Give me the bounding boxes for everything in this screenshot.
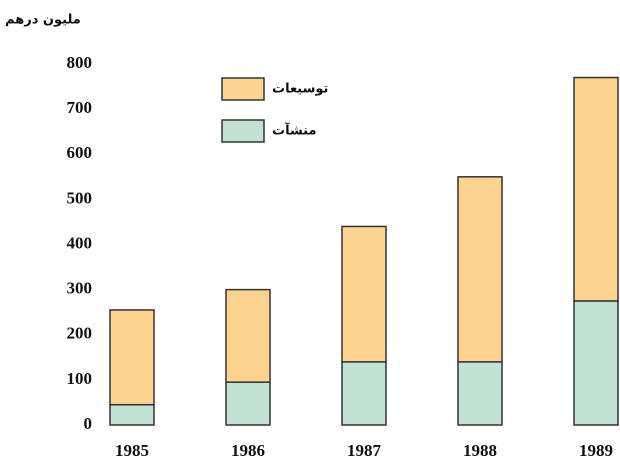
y-tick-label: 300 <box>67 279 93 298</box>
legend-label: منشآت <box>272 122 317 139</box>
bar-segment <box>341 361 387 426</box>
bar-segment <box>225 288 271 383</box>
x-tick-label: 1985 <box>115 441 149 460</box>
y-tick-label: 700 <box>67 98 93 117</box>
x-tick-label: 1987 <box>347 441 382 460</box>
bar-segment <box>573 300 619 426</box>
x-tick-label: 1989 <box>579 441 613 460</box>
bar-segment <box>457 361 503 426</box>
y-tick-label: 0 <box>84 414 93 433</box>
bar-segment <box>457 176 503 363</box>
x-tick-label: 1986 <box>231 441 265 460</box>
bar-segment <box>341 225 387 363</box>
y-tick-label: 200 <box>67 324 93 343</box>
y-tick-label: 500 <box>67 188 93 207</box>
bar-segment <box>225 381 271 426</box>
y-tick-label: 800 <box>67 53 93 72</box>
bar-segment <box>573 76 619 302</box>
legend-label: توسيعات <box>272 82 328 97</box>
y-tick-label: 400 <box>67 233 93 252</box>
y-tick-label: 100 <box>67 369 93 388</box>
y-tick-label: 600 <box>67 143 93 162</box>
legend-swatch <box>221 119 265 143</box>
bar-segment <box>109 403 155 426</box>
bar-segment <box>109 309 155 406</box>
x-tick-label: 1988 <box>463 441 497 460</box>
y-axis-label: مليون درهم <box>5 13 81 28</box>
legend-swatch <box>221 77 265 101</box>
